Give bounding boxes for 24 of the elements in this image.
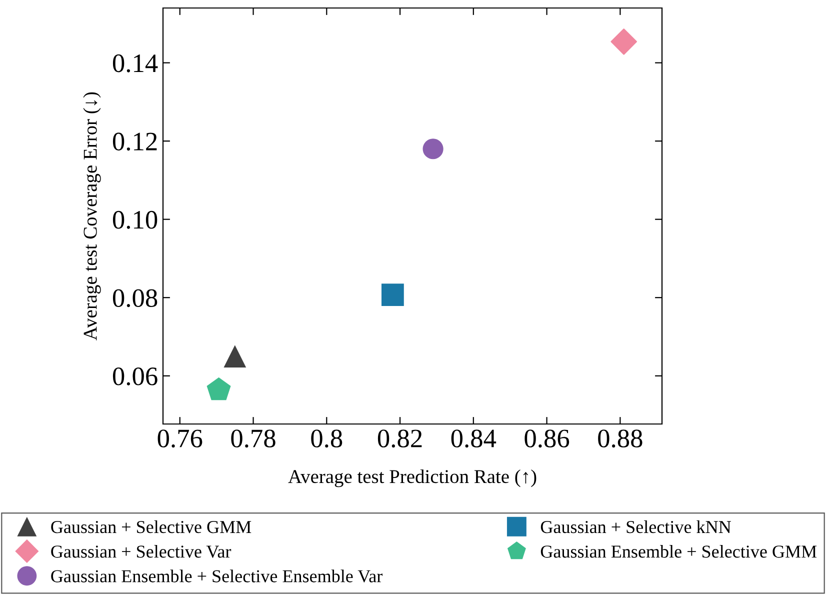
legend-label: Gaussian + Selective kNN: [540, 520, 731, 534]
y-tick-label: 0.08: [112, 289, 158, 308]
point: [422, 138, 444, 160]
x-tick-label: 0.88: [598, 430, 642, 448]
x-tick-label: 0.8: [311, 430, 342, 448]
point: [206, 377, 231, 400]
x-tick-label: 0.82: [378, 430, 422, 448]
y-tick-label: 0.12: [112, 132, 157, 151]
x-tick-label: 0.84: [451, 430, 496, 448]
x-axis-title: Average test Prediction Rate (↑): [288, 469, 536, 488]
y-tick-label: 0.10: [112, 210, 158, 229]
legend-label: Gaussian Ensemble + Selective Ensemble Var: [51, 570, 382, 582]
x-tick-label: 0.76: [158, 430, 202, 448]
point: [381, 284, 404, 306]
legend-label: Gaussian + Selective Var: [51, 545, 232, 558]
y-tick-label: 0.14: [112, 54, 158, 72]
point: [224, 345, 246, 368]
y-tick-label: 0.06: [112, 367, 158, 386]
x-tick-label: 0.86: [524, 430, 570, 448]
legend-label: Gaussian + Selective GMM: [51, 520, 252, 534]
x-tick-label: 0.78: [231, 430, 276, 448]
legend-label: Gaussian Ensemble + Selective GMM: [540, 545, 817, 558]
y-axis-title: Average test Coverage Error (↓): [83, 92, 101, 340]
point: [610, 28, 637, 55]
